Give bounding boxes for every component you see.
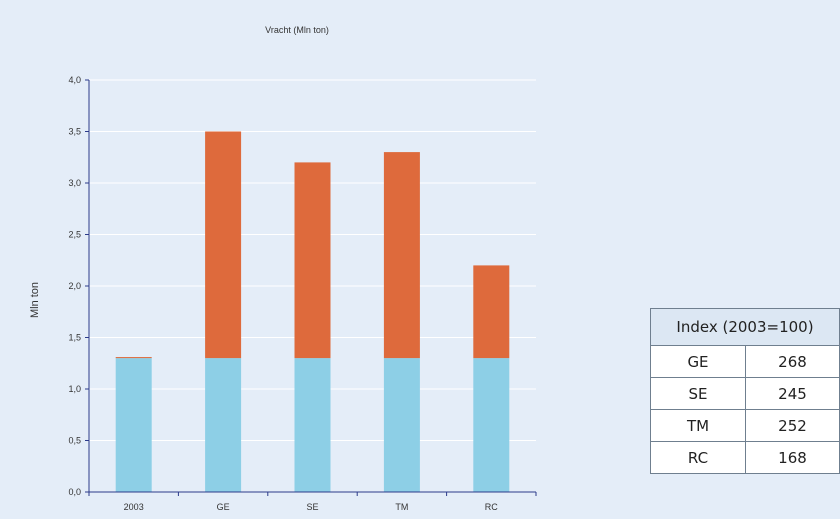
x-tick-label: GE — [217, 502, 230, 512]
x-tick-label: RC — [485, 502, 498, 512]
bar-segment-series-1 — [473, 358, 510, 492]
table-row: SE 245 — [650, 377, 840, 410]
bar-segment-series-2 — [294, 162, 331, 359]
bars — [115, 131, 510, 492]
row-label: GE — [650, 345, 746, 378]
table-row: TM 252 — [650, 409, 840, 442]
table-header: Index (2003=100) — [650, 308, 840, 346]
row-value: 252 — [745, 409, 840, 442]
bar-segment-series-2 — [205, 131, 242, 359]
table-row: RC 168 — [650, 441, 840, 474]
bar-segment-series-1 — [205, 358, 242, 492]
y-tick-label: 3,5 — [68, 127, 81, 137]
row-label: TM — [650, 409, 746, 442]
bar-segment-series-2 — [115, 357, 152, 359]
bar-segment-series-1 — [383, 358, 420, 492]
y-tick-label: 1,5 — [68, 333, 81, 343]
x-tick-label: 2003 — [124, 502, 144, 512]
row-label: SE — [650, 377, 746, 410]
bar-segment-series-2 — [383, 152, 420, 359]
table-header-row: Index (2003=100) — [650, 308, 840, 346]
bar-segment-series-1 — [115, 358, 152, 492]
y-tick-label: 1,0 — [68, 384, 81, 394]
axes: 0,0 0,5 1,0 1,5 2,0 2,5 3,0 3,5 4,0 2003 GE SE TM RC — [68, 75, 537, 512]
y-tick-label: 2,0 — [68, 281, 81, 291]
bar-segment-series-1 — [294, 358, 331, 492]
table-body: GE 268 SE 245 TM 252 RC 168 — [650, 345, 840, 474]
y-axis-title: Mln ton — [29, 282, 41, 318]
row-value: 268 — [745, 345, 840, 378]
y-tick-label: 4,0 — [68, 75, 81, 85]
row-value: 168 — [745, 441, 840, 474]
x-tick-label: TM — [395, 502, 408, 512]
y-tick-label: 0,0 — [68, 487, 81, 497]
bar-segment-series-2 — [473, 265, 510, 359]
y-tick-label: 3,0 — [68, 178, 81, 188]
y-tick-label: 2,5 — [68, 230, 81, 240]
x-tick-label: SE — [306, 502, 318, 512]
y-tick-label: 0,5 — [68, 436, 81, 446]
row-value: 245 — [745, 377, 840, 410]
row-label: RC — [650, 441, 746, 474]
chart-title: Vracht (Mln ton) — [265, 25, 329, 35]
table-row: GE 268 — [650, 345, 840, 378]
index-table: Index (2003=100) GE 268 SE 245 TM 252 RC 168 — [650, 308, 840, 474]
